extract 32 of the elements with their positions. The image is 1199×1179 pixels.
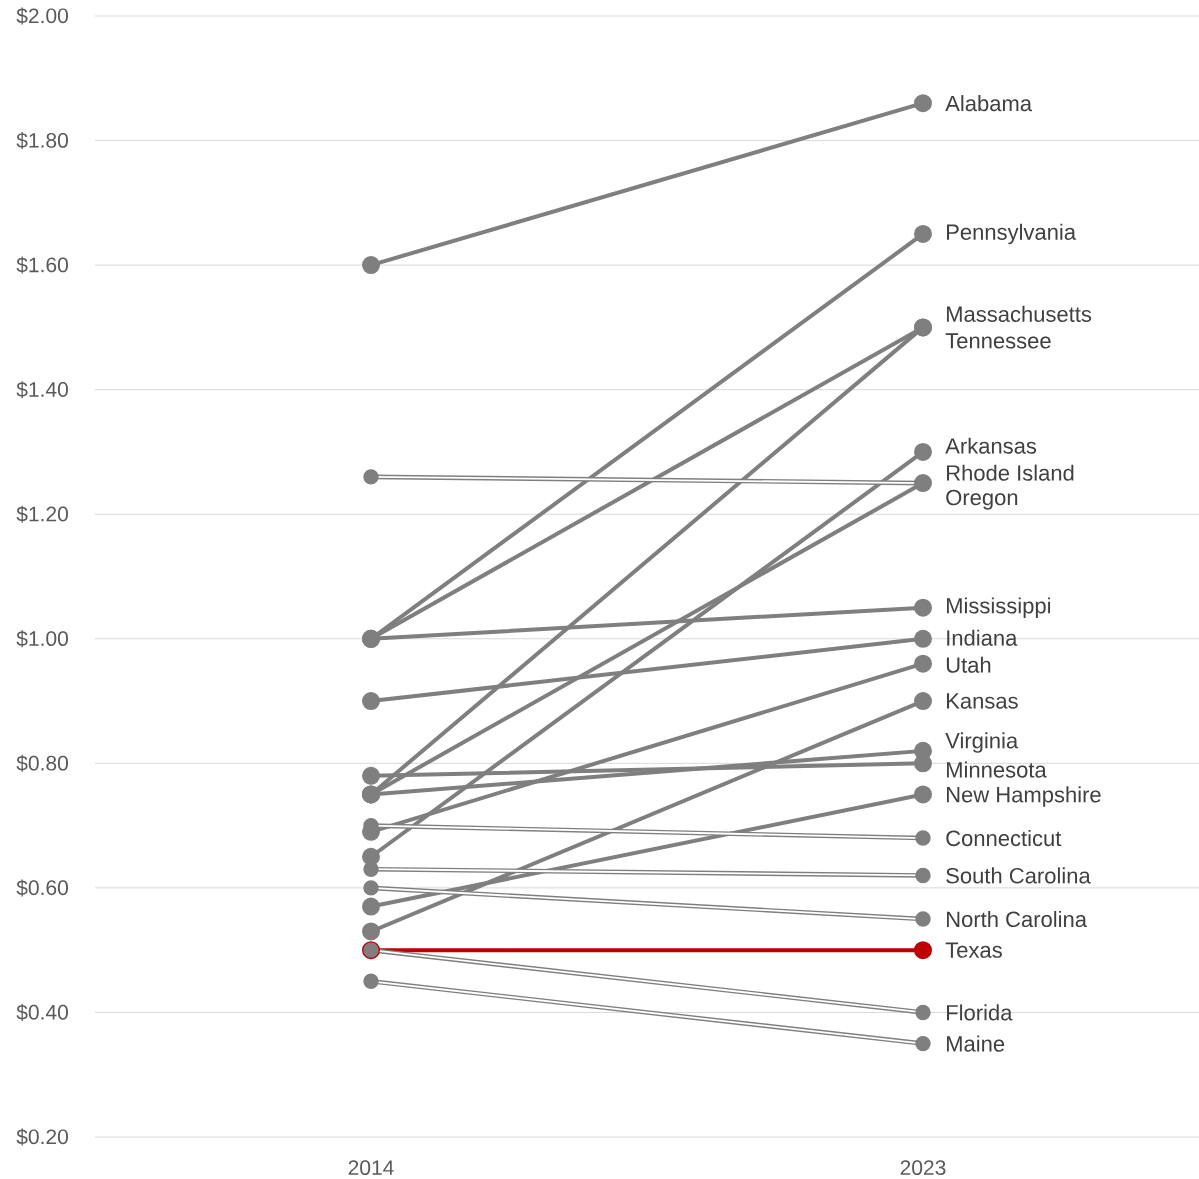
- series-label: Connecticut: [946, 829, 1062, 847]
- y-tick-label: $2.00: [16, 7, 68, 25]
- series-label: Virginia: [945, 732, 1019, 753]
- series-label: Utah: [946, 656, 991, 673]
- series-label: Mississippi: [947, 597, 1051, 618]
- y-tick-label: $0.60: [16, 879, 68, 897]
- y-tick-label: $1.60: [16, 256, 68, 274]
- x-tick-label: 2023: [900, 1160, 946, 1176]
- series-label: New Hampshire: [947, 786, 1101, 807]
- series-label: Pennsylvania: [947, 223, 1077, 245]
- series-label: Oregon: [946, 489, 1018, 510]
- y-tick-label: $0.40: [16, 1003, 68, 1021]
- series-label: North Carolina: [947, 910, 1087, 928]
- y-tick-label: $0.20: [16, 1128, 68, 1146]
- series-label: Massachusetts: [947, 305, 1092, 322]
- series-label: Florida: [947, 1004, 1013, 1021]
- series-label: Indiana: [947, 629, 1018, 646]
- series-label: Rhode Island: [947, 464, 1074, 481]
- series-label: Maine: [947, 1035, 1005, 1052]
- series-label: Alabama: [945, 95, 1033, 112]
- y-tick-label: $1.00: [16, 630, 68, 648]
- series-label: Arkansas: [945, 437, 1037, 454]
- x-tick-label: 2014: [348, 1160, 394, 1176]
- y-tick-label: $1.40: [16, 381, 68, 399]
- series-label: Texas: [945, 942, 1002, 958]
- series-label: Kansas: [947, 693, 1018, 709]
- y-tick-label: $1.80: [16, 132, 68, 150]
- series-label: Minnesota: [947, 761, 1047, 778]
- y-tick-label: $0.80: [16, 754, 68, 772]
- series-label: South Carolina: [946, 867, 1091, 884]
- series-label: Tennessee: [945, 333, 1051, 349]
- y-tick-label: $1.20: [16, 505, 68, 523]
